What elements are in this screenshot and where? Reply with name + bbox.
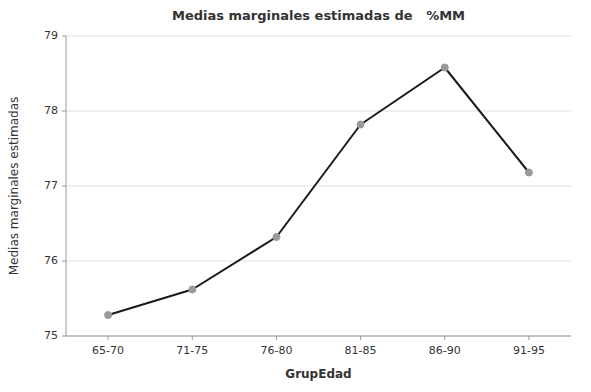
y-tick	[62, 261, 66, 262]
x-tick-label: 76-80	[260, 344, 292, 357]
grid-line	[66, 186, 571, 187]
grid	[66, 36, 571, 336]
plot-area	[105, 64, 533, 319]
x-tick-label: 65-70	[92, 344, 124, 357]
grid-line	[66, 111, 571, 112]
y-tick-label: 77	[44, 179, 58, 192]
grid-line	[66, 261, 571, 262]
line	[108, 68, 529, 316]
y-tick	[62, 36, 66, 37]
marker	[105, 312, 112, 319]
x-tick	[528, 336, 529, 340]
y-tick-label: 76	[44, 254, 58, 267]
y-tick	[62, 186, 66, 187]
x-axis-label: GrupEdad	[285, 367, 351, 381]
y-tick	[62, 111, 66, 112]
marker	[357, 121, 364, 128]
y-axis-label: Medias marginales estimadas	[7, 97, 21, 276]
x-tick	[360, 336, 361, 340]
page: {"chart_data": {"type": "line", "title":…	[0, 0, 591, 392]
y-tick-label: 75	[44, 329, 58, 342]
marker	[441, 64, 448, 71]
x-tick-label: 86-90	[429, 344, 461, 357]
chart: 75 76 77 78 79 65-70 71-75 76-80 81-85 86-90 91-95…	[0, 0, 591, 392]
x-tick	[444, 336, 445, 340]
x-tick-label: 91-95	[513, 344, 545, 357]
x-tick	[276, 336, 277, 340]
grid-line	[66, 36, 571, 37]
x-tick	[192, 336, 193, 340]
y-tick-label: 78	[44, 104, 58, 117]
marker	[189, 286, 196, 293]
x-tick	[108, 336, 109, 340]
y-tick	[62, 336, 66, 337]
marker	[273, 234, 280, 241]
x-axis-line	[66, 336, 571, 337]
y-axis-line	[66, 36, 67, 336]
marker	[525, 169, 532, 176]
grid-line	[66, 336, 571, 337]
chart-container: 75 76 77 78 79 65-70 71-75 76-80 81-85 86-90 91-95…	[0, 0, 591, 392]
title: Medias marginales estimadas de %MM	[172, 8, 465, 23]
y-tick-label: 79	[44, 29, 58, 42]
x-tick-label: 71-75	[176, 344, 208, 357]
x-tick-label: 81-85	[345, 344, 377, 357]
